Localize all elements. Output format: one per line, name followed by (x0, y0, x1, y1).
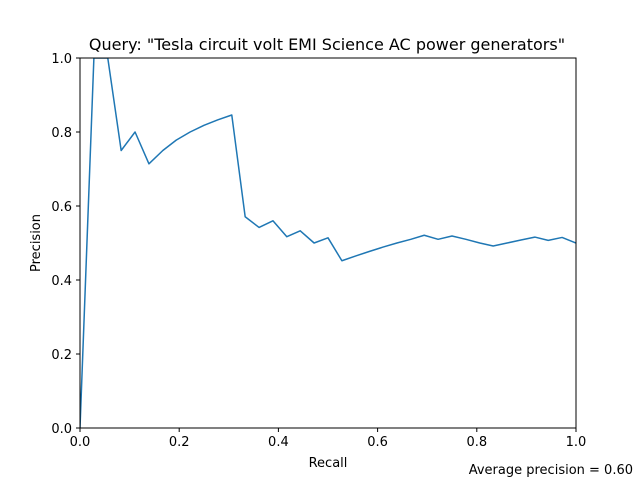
plot-area (80, 58, 576, 428)
y-tick-label: 0.0 (51, 422, 72, 437)
y-tick-label: 0.6 (51, 200, 72, 215)
y-axis-label: Precision (29, 214, 44, 272)
y-tick-label: 1.0 (51, 52, 72, 67)
y-axis-ticks: 0.0 0.2 0.4 0.6 0.8 1.0 (51, 52, 80, 437)
x-tick-label: 0.6 (367, 435, 388, 450)
axes-frame (79, 57, 577, 429)
y-tick-label: 0.8 (51, 126, 72, 141)
series-line-0 (80, 58, 576, 428)
y-tick-label: 0.4 (51, 274, 72, 289)
x-tick-label: 0.4 (268, 435, 289, 450)
average-precision-annotation: Average precision = 0.60 (469, 463, 633, 478)
chart-title: Query: "Tesla circuit volt EMI Science A… (89, 35, 565, 54)
x-tick-label: 1.0 (566, 435, 587, 450)
x-tick-label: 0.0 (70, 435, 91, 450)
x-tick-label: 0.2 (169, 435, 190, 450)
x-axis-label: Recall (309, 456, 348, 471)
x-axis-ticks: 0.0 0.2 0.4 0.6 0.8 1.0 (70, 428, 587, 450)
y-tick-label: 0.2 (51, 348, 72, 363)
x-tick-label: 0.8 (466, 435, 487, 450)
